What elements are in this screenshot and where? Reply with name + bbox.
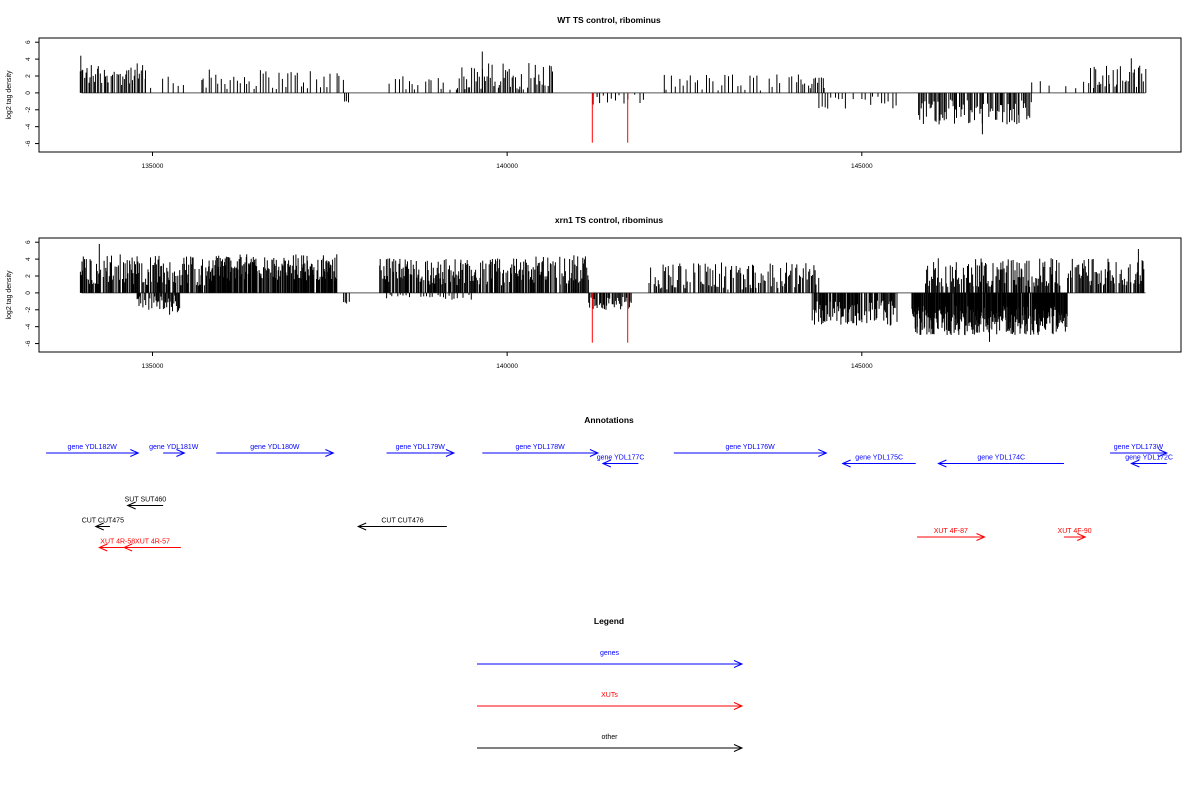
feature-label: CUT CUT475 [82,518,124,525]
feature-label: gene YDL178W [515,444,565,451]
feature-label: gene YDL174C [977,455,1025,462]
feature-label: gene YDL180W [250,444,300,451]
feature-label: XUT 4F-90 [1058,528,1092,535]
x-tick-label: 140000 [496,363,518,370]
feature-label: XUT 4R-57 [135,539,170,546]
legend-panel: Legend genes XUTs other [477,616,744,752]
annotations-panel: Annotations gene YDL182W gene YDL181W gene… [46,415,1173,552]
legend-label: genes [600,650,620,657]
feature-arrow: CUT CUT475 [82,518,124,531]
feature-label: gene YDL176W [725,444,775,451]
wt-plot-frame [38,37,1182,153]
feature-label: gene YDL175C [855,455,903,462]
feature-arrow: SUT SUT460 [125,497,167,510]
feature-arrow: gene YDL175C [841,455,916,468]
feature-label: gene YDL181W [149,444,199,451]
xrn1-axes: 6 4 2 0 -2 -4 -6 135000 140000 145000 [25,240,873,370]
wt-track-plot: WT TS control, ribominus log2 tag densit… [6,15,1182,170]
legend-item-genes: genes [477,650,744,668]
xrn1-ylabel: log2 tag density [6,270,13,320]
feature-arrow: gene YDL178W [482,444,600,457]
legend-item-other: other [477,734,744,752]
feature-label: gene YDL172C [1125,455,1173,462]
feature-arrow: gene YDL182W [46,444,140,457]
y-tick-label: -2 [25,107,32,113]
feature-label: XUT 4F-87 [934,528,968,535]
feature-arrow: gene YDL179W [386,444,456,457]
feature-label: gene YDL177C [597,455,645,462]
xrn1-track-title: xrn1 TS control, ribominus [555,215,663,225]
xrn1-track-plot: xrn1 TS control, ribominus log2 tag dens… [6,215,1182,370]
feature-label: CUT CUT476 [381,518,423,525]
legend-title: Legend [594,616,624,626]
y-tick-label: -4 [25,123,32,129]
legend-items: genes XUTs other [477,650,744,752]
y-tick-label: 6 [25,240,32,244]
wt-ylabel: log2 tag density [6,70,13,120]
feature-label: gene YDL182W [68,444,118,451]
feature-arrow: gene YDL181W [149,444,199,457]
x-tick-label: 145000 [851,363,873,370]
x-tick-label: 135000 [142,163,164,170]
y-tick-label: 2 [25,74,32,78]
feature-arrow: gene YDL173W [1110,444,1169,457]
x-tick-label: 140000 [496,163,518,170]
y-tick-label: -2 [25,307,32,313]
feature-label: gene YDL173W [1114,444,1164,451]
y-tick-label: 0 [25,91,32,95]
x-tick-label: 145000 [851,163,873,170]
feature-label: SUT SUT460 [125,497,167,504]
feature-arrow: CUT CUT476 [356,518,447,531]
feature-arrows: gene YDL182W gene YDL181W gene YDL180W gene… [46,444,1173,552]
legend-label: XUTs [601,692,618,699]
x-tick-label: 135000 [142,363,164,370]
y-tick-label: 6 [25,40,32,44]
xrn1-bars [79,243,1146,343]
y-tick-label: 4 [25,57,32,61]
y-tick-label: 4 [25,257,32,261]
y-tick-label: 0 [25,291,32,295]
feature-arrow: XUT 4F-87 [917,528,986,541]
feature-arrow: gene YDL172C [1125,455,1173,468]
xrn1-plot-frame [38,237,1182,353]
feature-arrow: XUT 4R-57 [122,539,181,552]
feature-label: gene YDL179W [396,444,446,451]
y-tick-label: -6 [25,340,32,346]
feature-arrow: gene YDL174C [937,455,1064,468]
wt-axes: 6 4 2 0 -2 -4 -6 135000 140000 145000 [25,40,873,170]
wt-bars [79,51,1147,143]
feature-arrow: XUT 4F-90 [1058,528,1092,541]
annotations-title: Annotations [584,415,634,425]
feature-label: XUT 4R-58 [100,539,135,546]
feature-arrow: gene YDL177C [597,455,645,468]
legend-label: other [602,734,619,741]
y-tick-label: -4 [25,323,32,329]
y-tick-label: 2 [25,274,32,278]
feature-arrow: gene YDL176W [673,444,828,457]
legend-item-xuts: XUTs [477,692,744,710]
wt-track-title: WT TS control, ribominus [557,15,661,25]
y-tick-label: -6 [25,140,32,146]
feature-arrow: gene YDL180W [216,444,335,457]
